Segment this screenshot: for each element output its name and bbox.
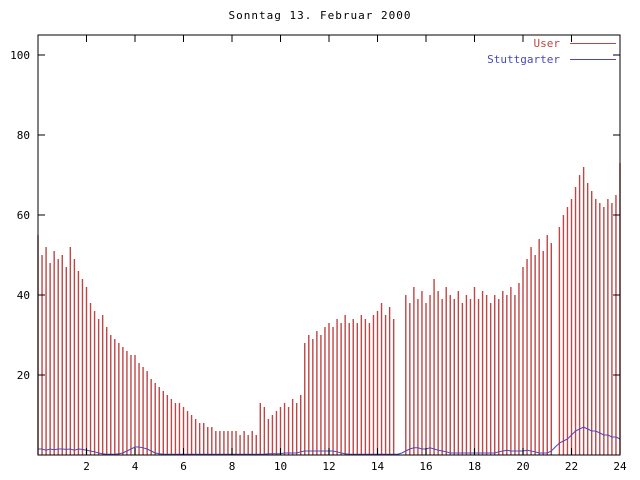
x-tick-label: 24 [613,460,627,473]
legend-item-user: User [533,37,616,50]
y-tick-label: 100 [10,49,30,62]
x-tick-label: 16 [419,460,432,473]
y-tick-label: 40 [17,289,30,302]
y-axis-ticks: 20 40 60 80 100 [10,49,620,382]
y-tick-label: 80 [17,129,30,142]
x-tick-label: 22 [565,460,578,473]
x-tick-label: 4 [132,460,139,473]
x-tick-label: 14 [371,460,385,473]
x-tick-label: 12 [322,460,335,473]
bars-user [37,163,621,455]
x-tick-label: 18 [468,460,481,473]
legend-item-stuttgarter: Stuttgarter [487,53,616,66]
chart-title: Sonntag 13. Februar 2000 [228,9,412,22]
y-tick-label: 20 [17,369,30,382]
x-tick-label: 10 [274,460,287,473]
y-tick-label: 60 [17,209,30,222]
x-axis-ticks: 2 4 6 8 10 12 14 16 18 20 22 24 [83,35,627,473]
x-tick-label: 6 [180,460,187,473]
legend-line-sample-user [570,43,616,44]
legend-line-sample-stuttgarter [570,59,616,60]
legend-label-stuttgarter: Stuttgarter [487,53,560,66]
x-tick-label: 2 [83,460,90,473]
x-tick-label: 20 [516,460,529,473]
legend: User Stuttgarter [487,37,616,66]
x-tick-label: 8 [229,460,236,473]
legend-label-user: User [533,37,561,50]
